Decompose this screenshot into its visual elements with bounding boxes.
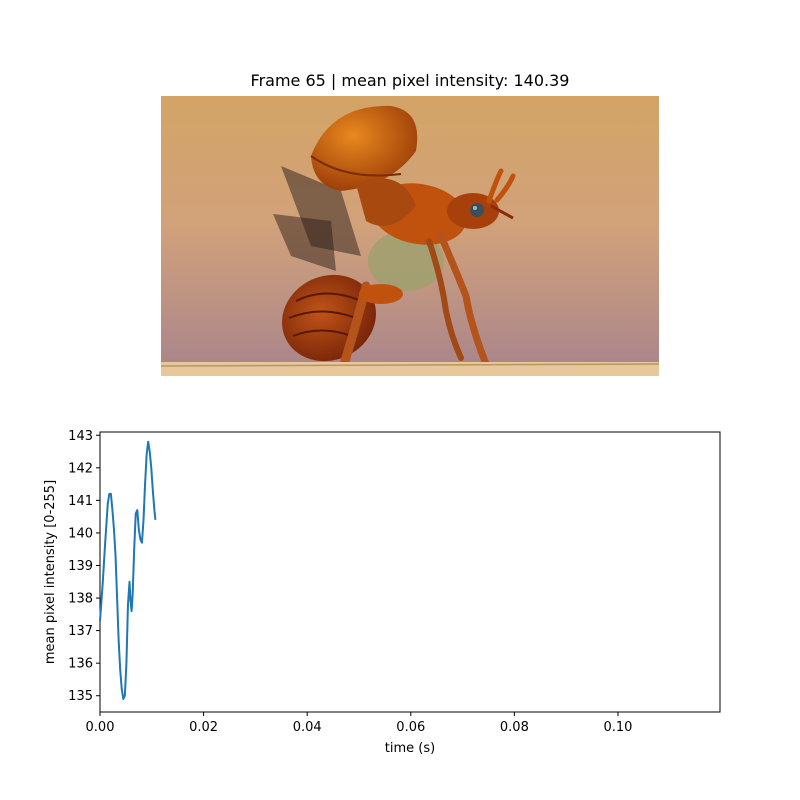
- wing-left: [281, 166, 361, 256]
- y-tick-label: 138: [68, 592, 93, 607]
- beetle-thorax-fuzz: [368, 231, 444, 291]
- beetle-front-leg: [437, 232, 490, 368]
- beetle-photo: [161, 96, 659, 376]
- y-tick-label: 143: [68, 429, 93, 444]
- beetle-elytron-back: [356, 178, 416, 226]
- perch-texture: [161, 363, 659, 367]
- beetle-femur: [359, 284, 403, 304]
- figure-title: Frame 65 | mean pixel intensity: 140.39: [250, 71, 570, 90]
- x-tick-label: 0.04: [293, 720, 322, 735]
- beetle-middle-leg: [426, 238, 464, 361]
- y-axis-label: mean pixel intensity [0-255]: [43, 480, 58, 664]
- series-layer: [99, 440, 157, 700]
- plot-area-frame: [99, 431, 721, 713]
- beetle-eye: [470, 203, 484, 217]
- beetle-antennae: [486, 168, 516, 204]
- x-axis-ticks: 0.00 0.02 0.04 0.06 0.08 0.10: [86, 712, 632, 735]
- y-tick-label: 135: [68, 689, 93, 704]
- y-tick-label: 141: [68, 494, 93, 509]
- beetle-mouthpart: [490, 204, 514, 220]
- y-tick-label: 140: [68, 526, 93, 541]
- wing-left-lower: [273, 214, 336, 271]
- x-tick-label: 0.10: [603, 720, 632, 735]
- x-tick-label: 0.00: [86, 720, 115, 735]
- y-tick-label: 142: [68, 461, 93, 476]
- y-tick-label: 136: [68, 657, 93, 672]
- x-tick-label: 0.02: [189, 720, 218, 735]
- elytron-edge: [310, 155, 402, 177]
- x-tick-label: 0.08: [500, 720, 529, 735]
- x-tick-label: 0.06: [396, 720, 425, 735]
- y-axis-ticks: 135 136 137 138 139 140 141 142 143: [68, 429, 100, 704]
- intensity-series-line: [99, 440, 157, 700]
- eye-highlight: [473, 206, 477, 210]
- x-axis-label: time (s): [385, 741, 435, 756]
- video-frame-image: [161, 96, 659, 376]
- y-tick-label: 139: [68, 559, 93, 574]
- y-tick-label: 137: [68, 624, 93, 639]
